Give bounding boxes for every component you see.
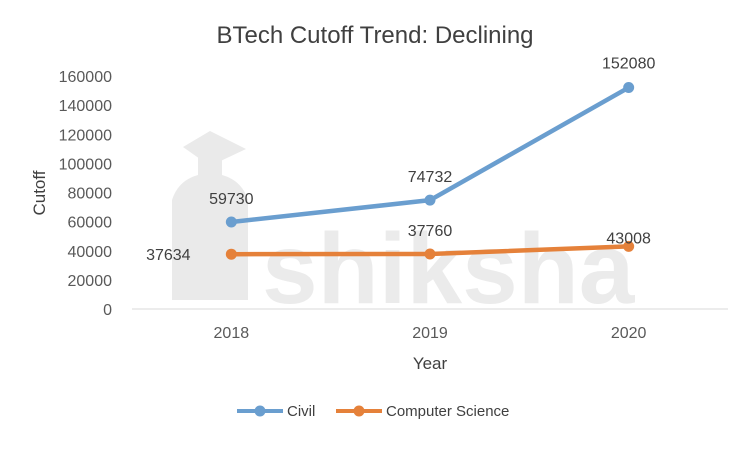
series-computer-science: 37634 37760 43008	[146, 223, 651, 264]
legend-marker	[353, 405, 365, 417]
y-tick-label: 160000	[59, 69, 112, 86]
y-tick-label: 140000	[59, 98, 112, 115]
data-point	[424, 194, 436, 206]
chart-title: BTech Cutoff Trend: Declining	[216, 22, 533, 49]
legend-item: Computer Science	[336, 403, 509, 420]
watermark-text: shiksha	[262, 213, 636, 325]
y-tick-label: 60000	[68, 215, 113, 232]
legend-label: Civil	[287, 403, 315, 420]
x-axis-ticks: 2018 2019 2020	[214, 325, 647, 342]
data-label: 37634	[146, 247, 191, 264]
x-tick-label: 2018	[214, 325, 250, 342]
legend-label: Computer Science	[386, 403, 509, 420]
data-label: 74732	[408, 169, 453, 186]
data-point	[424, 248, 436, 260]
data-point	[623, 82, 635, 94]
y-tick-label: 20000	[68, 273, 113, 290]
data-label: 59730	[209, 191, 254, 208]
x-axis-label: Year	[413, 354, 448, 373]
data-point	[225, 216, 237, 228]
legend-marker	[254, 405, 266, 417]
y-tick-label: 100000	[59, 156, 112, 173]
data-point	[225, 248, 237, 260]
y-tick-label: 40000	[68, 244, 113, 261]
data-label: 152080	[602, 56, 655, 73]
legend-item: Civil	[237, 403, 315, 420]
y-axis-label: Cutoff	[30, 170, 49, 215]
data-label: 37760	[408, 223, 453, 240]
x-tick-label: 2019	[412, 325, 448, 342]
data-point	[623, 240, 635, 252]
y-tick-label: 0	[103, 302, 112, 319]
x-tick-label: 2020	[611, 325, 647, 342]
y-axis-ticks: 0 20000 40000 60000 80000 100000 120000 140000 1…	[59, 69, 112, 319]
legend: Civil Computer Science	[237, 403, 509, 420]
graduation-cap-icon	[172, 131, 248, 300]
series-civil: 59730 74732 152080	[209, 56, 655, 228]
series-layer: 59730 74732 152080 37634 37760 43008	[146, 56, 655, 265]
y-tick-label: 80000	[68, 186, 113, 203]
y-tick-label: 120000	[59, 127, 112, 144]
watermark: shiksha	[172, 131, 636, 325]
data-label: 43008	[606, 230, 651, 247]
